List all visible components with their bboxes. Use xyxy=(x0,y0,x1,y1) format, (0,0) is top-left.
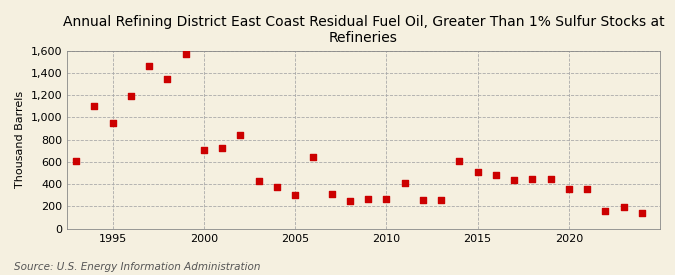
Point xyxy=(564,186,574,191)
Point xyxy=(472,170,483,174)
Point xyxy=(344,199,355,203)
Point xyxy=(637,211,647,215)
Y-axis label: Thousand Barrels: Thousand Barrels xyxy=(15,91,25,188)
Point xyxy=(545,176,556,181)
Point xyxy=(381,196,392,201)
Point xyxy=(271,185,282,190)
Point xyxy=(417,197,428,202)
Text: Source: U.S. Energy Information Administration: Source: U.S. Energy Information Administ… xyxy=(14,262,260,272)
Point xyxy=(582,186,593,191)
Point xyxy=(491,173,502,177)
Point xyxy=(326,192,337,196)
Point xyxy=(180,52,191,56)
Point xyxy=(71,158,82,163)
Point xyxy=(107,121,118,125)
Point xyxy=(253,178,264,183)
Point xyxy=(217,146,227,151)
Point xyxy=(600,209,611,213)
Point xyxy=(162,77,173,82)
Point xyxy=(308,155,319,160)
Point xyxy=(144,64,155,68)
Point xyxy=(290,193,300,197)
Point xyxy=(454,158,464,163)
Title: Annual Refining District East Coast Residual Fuel Oil, Greater Than 1% Sulfur St: Annual Refining District East Coast Resi… xyxy=(63,15,664,45)
Point xyxy=(89,104,100,108)
Point xyxy=(509,177,520,182)
Point xyxy=(435,197,446,202)
Point xyxy=(198,147,209,152)
Point xyxy=(399,181,410,185)
Point xyxy=(235,133,246,137)
Point xyxy=(618,205,629,210)
Point xyxy=(527,176,538,181)
Point xyxy=(126,94,136,98)
Point xyxy=(362,196,373,201)
